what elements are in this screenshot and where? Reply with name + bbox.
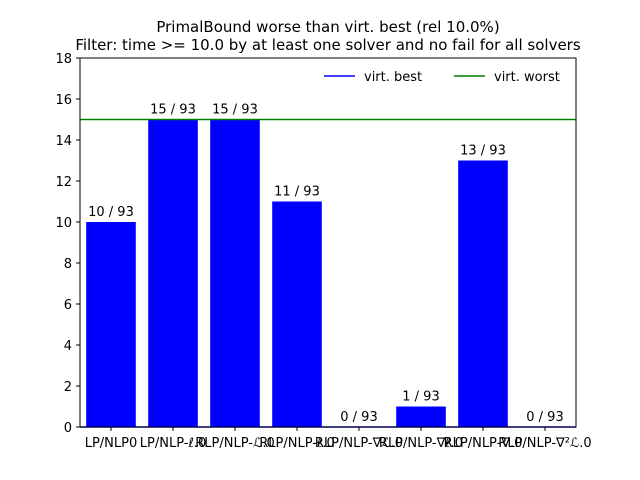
bar-value-label-6: 13 / 93 — [460, 144, 506, 159]
x-tick-label-4: RLP/NLP-∇ℒ.0 — [315, 436, 403, 451]
x-tick-label-1: LP/NLP-ℓ.0 — [140, 436, 206, 451]
bar-value-label-3: 11 / 93 — [274, 185, 320, 200]
y-tick-label-3: 6 — [64, 298, 72, 313]
bar-value-label-2: 15 / 93 — [212, 103, 258, 118]
y-tick-label-0: 0 — [64, 421, 72, 436]
bar-3 — [272, 201, 322, 427]
plot-frame — [79, 57, 577, 428]
bar-value-label-1: 15 / 93 — [150, 103, 196, 118]
chart-subtitle: Filter: time >= 10.0 by at least one sol… — [75, 36, 581, 54]
y-tick-label-5: 10 — [55, 216, 72, 231]
y-tick-label-6: 12 — [55, 175, 72, 190]
x-tick-label-2: RLP/NLP-ℒ.0 — [195, 436, 274, 451]
bar-value-label-7: 0 / 93 — [526, 410, 563, 425]
y-tick-label-4: 8 — [64, 257, 72, 272]
x-tick-label-7: RLP/NLP-∇²ℒ.0 — [498, 436, 591, 451]
x-tick-label-6: RLP/NLP-∇.0 — [444, 436, 523, 451]
bar-2 — [210, 119, 260, 427]
x-tick-label-3: RLP/NLP-ℓ.0 — [259, 436, 334, 451]
bar-5 — [396, 406, 446, 427]
bar-1 — [148, 119, 198, 427]
y-tick-label-1: 2 — [64, 380, 72, 395]
x-tick-label-5: RLP/NLP-∇ℓ.0 — [379, 436, 463, 451]
bar-6 — [458, 160, 508, 427]
y-tick-label-9: 18 — [55, 52, 72, 67]
chart-title: PrimalBound worse than virt. best (rel 1… — [156, 18, 499, 36]
legend: virt. best virt. worst — [324, 70, 560, 85]
legend-label-0: virt. best — [364, 70, 422, 85]
bar-value-label-5: 1 / 93 — [402, 390, 439, 405]
y-tick-label-2: 4 — [64, 339, 72, 354]
bar-0 — [86, 222, 136, 427]
legend-label-1: virt. worst — [494, 70, 560, 85]
x-tick-label-0: LP/NLP0 — [85, 436, 138, 451]
y-tick-label-7: 14 — [55, 134, 72, 149]
y-tick-label-8: 16 — [55, 93, 72, 108]
bar-value-label-4: 0 / 93 — [340, 410, 377, 425]
bar-value-label-0: 10 / 93 — [88, 205, 134, 220]
